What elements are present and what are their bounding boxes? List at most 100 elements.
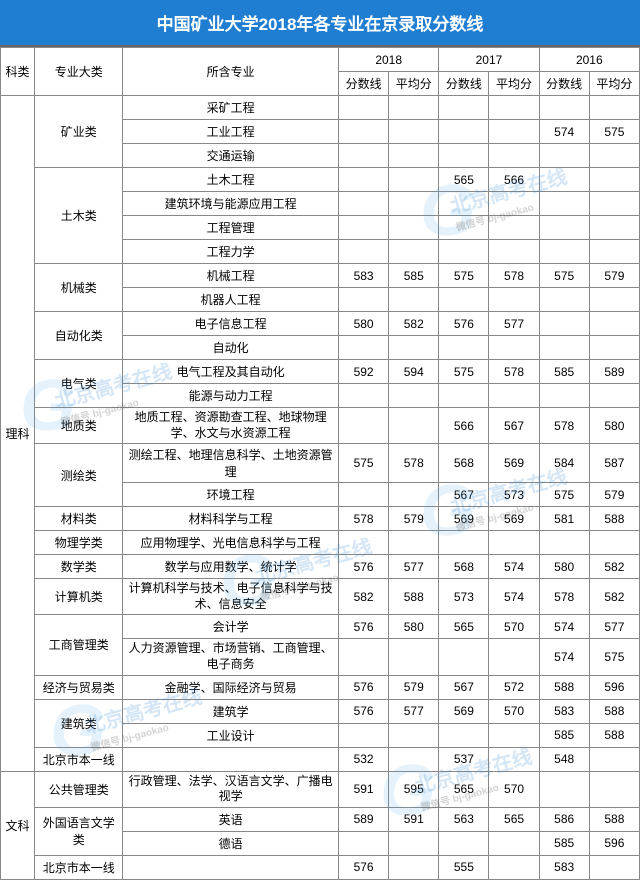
header-score: 分数线: [339, 72, 389, 96]
value-cell: 567: [439, 675, 489, 699]
header-2018: 2018: [339, 48, 439, 72]
value-cell: [589, 384, 639, 408]
major-cell: 能源与动力工程: [123, 384, 339, 408]
value-cell: [439, 336, 489, 360]
value-cell: [389, 336, 439, 360]
category-cell: 北京市本一线: [35, 747, 123, 771]
value-cell: 596: [589, 675, 639, 699]
value-cell: 577: [589, 615, 639, 639]
header-2017: 2017: [439, 48, 539, 72]
table-row: 北京市本一线576555583: [1, 855, 640, 879]
value-cell: 573: [489, 483, 539, 507]
header-avg: 平均分: [389, 72, 439, 96]
value-cell: 580: [539, 555, 589, 579]
value-cell: [389, 855, 439, 879]
value-cell: [389, 639, 439, 675]
value-cell: 585: [389, 264, 439, 288]
value-cell: [539, 216, 589, 240]
value-cell: [489, 747, 539, 771]
category-cell: 物理学类: [35, 531, 123, 555]
value-cell: [389, 168, 439, 192]
value-cell: [539, 531, 589, 555]
value-cell: [339, 120, 389, 144]
value-cell: 573: [439, 579, 489, 615]
value-cell: 577: [389, 699, 439, 723]
value-cell: [539, 168, 589, 192]
value-cell: [339, 639, 389, 675]
major-cell: 行政管理、法学、汉语言文学、广播电视学: [123, 771, 339, 807]
value-cell: 591: [389, 807, 439, 831]
value-cell: [489, 639, 539, 675]
category-cell: 土木类: [35, 168, 123, 264]
value-cell: [439, 120, 489, 144]
value-cell: 575: [589, 639, 639, 675]
value-cell: 574: [539, 120, 589, 144]
value-cell: 578: [389, 444, 439, 483]
value-cell: [339, 531, 389, 555]
value-cell: [339, 96, 389, 120]
table-row: 外国语言文学类英语589591563565586588: [1, 807, 640, 831]
value-cell: 588: [589, 723, 639, 747]
value-cell: 583: [339, 264, 389, 288]
value-cell: 574: [539, 615, 589, 639]
table-row: 工商管理类会计学576580565570574577: [1, 615, 640, 639]
value-cell: 583: [539, 699, 589, 723]
value-cell: 592: [339, 360, 389, 384]
ke-cell: 理科: [1, 96, 35, 772]
value-cell: 578: [489, 360, 539, 384]
value-cell: [439, 192, 489, 216]
value-cell: 575: [439, 360, 489, 384]
category-cell: 地质类: [35, 408, 123, 444]
major-cell: [123, 855, 339, 879]
value-cell: [439, 723, 489, 747]
value-cell: 570: [489, 771, 539, 807]
major-cell: 工程力学: [123, 240, 339, 264]
header-avg: 平均分: [489, 72, 539, 96]
value-cell: [439, 288, 489, 312]
value-cell: [489, 855, 539, 879]
category-cell: 机械类: [35, 264, 123, 312]
value-cell: [589, 96, 639, 120]
table-row: 测绘类测绘工程、地理信息科学、土地资源管理575578568569584587: [1, 444, 640, 483]
value-cell: 589: [589, 360, 639, 384]
value-cell: 569: [439, 507, 489, 531]
value-cell: [339, 240, 389, 264]
major-cell: 计算机科学与技术、电子信息科学与技术、信息安全: [123, 579, 339, 615]
category-cell: 外国语言文学类: [35, 807, 123, 855]
table-row: 数学类数学与应用数学、统计学576577568574580582: [1, 555, 640, 579]
value-cell: [489, 288, 539, 312]
table-row: 机械类机械工程583585575578575579: [1, 264, 640, 288]
value-cell: [489, 240, 539, 264]
value-cell: 565: [439, 615, 489, 639]
major-cell: [123, 747, 339, 771]
value-cell: [339, 288, 389, 312]
value-cell: [589, 747, 639, 771]
value-cell: 586: [539, 807, 589, 831]
major-cell: 应用物理学、光电信息科学与工程: [123, 531, 339, 555]
value-cell: 576: [339, 855, 389, 879]
major-cell: 电子信息工程: [123, 312, 339, 336]
header-cat: 专业大类: [35, 48, 123, 96]
major-cell: 机器人工程: [123, 288, 339, 312]
value-cell: [489, 216, 539, 240]
value-cell: [389, 483, 439, 507]
table-row: 计算机类计算机科学与技术、电子信息科学与技术、信息安全5825885735745…: [1, 579, 640, 615]
table-row: 北京市本一线532537548: [1, 747, 640, 771]
value-cell: 566: [489, 168, 539, 192]
major-cell: 材料科学与工程: [123, 507, 339, 531]
value-cell: [539, 192, 589, 216]
value-cell: 588: [589, 507, 639, 531]
value-cell: [489, 120, 539, 144]
value-cell: 582: [389, 312, 439, 336]
value-cell: [389, 288, 439, 312]
value-cell: 578: [339, 507, 389, 531]
value-cell: [539, 384, 589, 408]
category-cell: 矿业类: [35, 96, 123, 168]
category-cell: 北京市本一线: [35, 855, 123, 879]
value-cell: [489, 144, 539, 168]
major-cell: 采矿工程: [123, 96, 339, 120]
value-cell: [389, 120, 439, 144]
value-cell: 575: [539, 483, 589, 507]
value-cell: [439, 384, 489, 408]
value-cell: [339, 723, 389, 747]
